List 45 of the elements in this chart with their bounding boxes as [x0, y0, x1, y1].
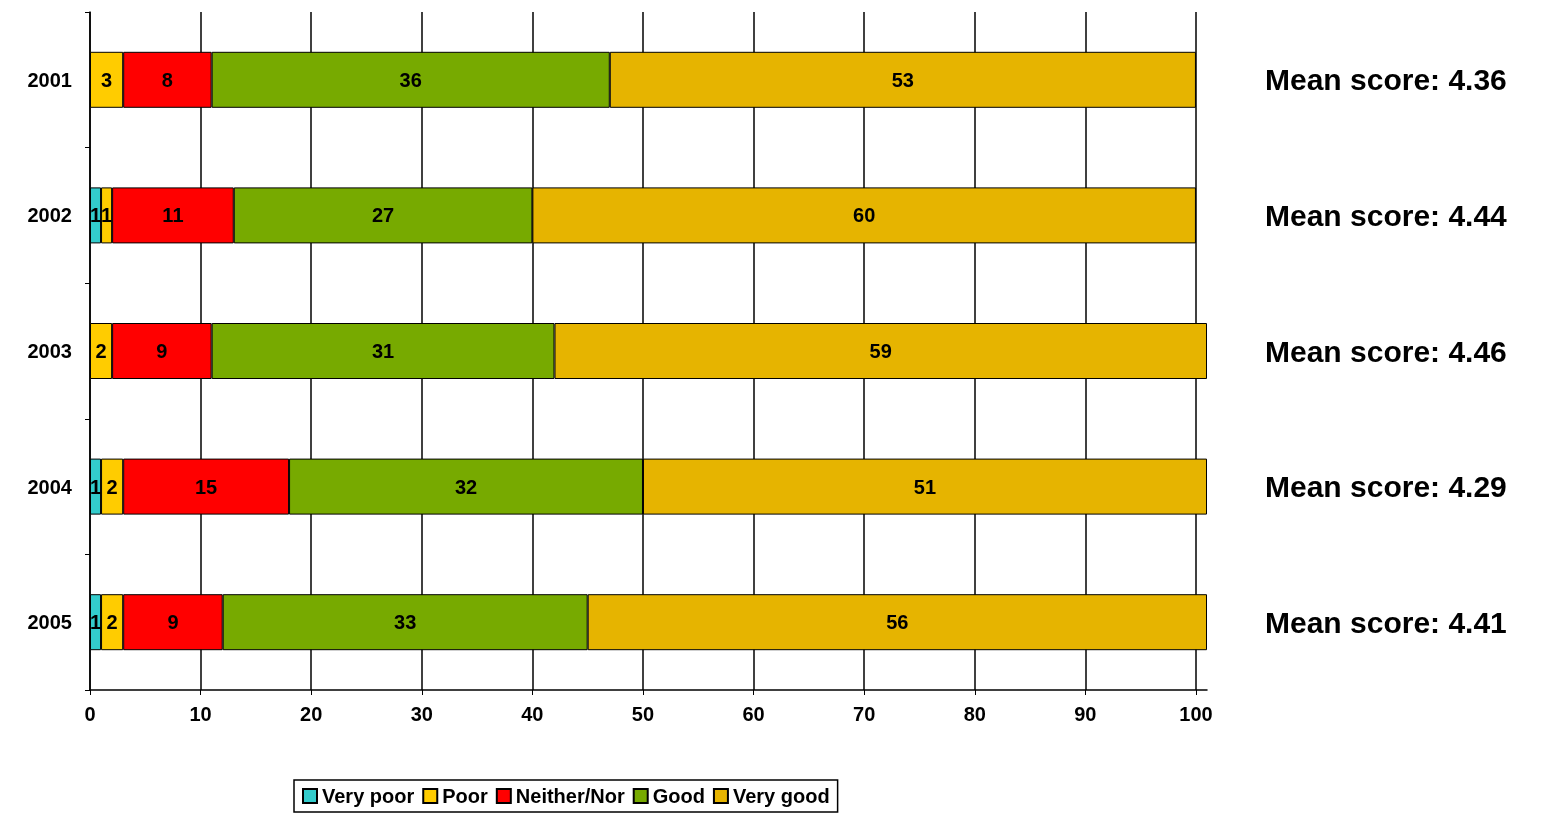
text: Mean score: 4.41: [1265, 605, 1507, 639]
y-tick-label: 2005: [27, 611, 72, 634]
data-label: 27: [371, 204, 395, 227]
x-tick-label: 70: [853, 703, 876, 725]
data-label: 3: [101, 68, 113, 91]
data-label: 8: [161, 68, 173, 91]
x-tick-label: 10: [189, 703, 212, 725]
data-label: 2: [106, 475, 118, 498]
data-label: 56: [886, 611, 909, 634]
y-tick-label: 2004: [27, 475, 73, 498]
data-label: 31: [371, 340, 395, 362]
data-label: 36: [399, 68, 422, 91]
text: Mean score: 4.29: [1265, 470, 1507, 504]
text: Mean score: 4.36: [1265, 63, 1507, 97]
x-tick-label: 100: [1179, 703, 1213, 725]
data-label: 15: [195, 475, 218, 498]
y-tick-label: 2002: [27, 204, 72, 227]
data-label: 2: [95, 340, 107, 362]
text: Mean score: 4.44: [1265, 198, 1508, 232]
data-label: 60: [853, 204, 876, 227]
legend-label: Poor: [442, 785, 489, 807]
legend-label: Very good: [732, 785, 830, 807]
x-tick-label: 20: [300, 703, 323, 725]
data-label: 32: [454, 475, 478, 498]
data-label: 11: [162, 204, 184, 227]
data-label: 9: [156, 340, 168, 362]
data-label: 53: [891, 68, 914, 91]
x-tick-label: 90: [1074, 703, 1097, 725]
x-tick-label: 40: [521, 703, 544, 725]
data-label: 33: [394, 611, 417, 634]
data-label: 2: [106, 611, 118, 634]
legend-label: Good: [652, 785, 705, 807]
data-label: 59: [869, 340, 892, 362]
legend-label: Very poor: [322, 785, 415, 807]
legend-label: Neither/Nor: [515, 785, 625, 807]
y-tick-label: 2001: [27, 68, 72, 91]
x-tick-label: 50: [631, 703, 655, 725]
y-tick-label: 2003: [27, 340, 72, 362]
x-tick-label: 30: [410, 703, 433, 725]
x-tick-label: 80: [963, 703, 986, 725]
x-tick-label: 0: [84, 703, 96, 725]
data-label: 9: [167, 611, 179, 634]
data-label: 51: [913, 475, 937, 498]
x-tick-label: 60: [742, 703, 765, 725]
text: Mean score: 4.46: [1265, 334, 1507, 368]
